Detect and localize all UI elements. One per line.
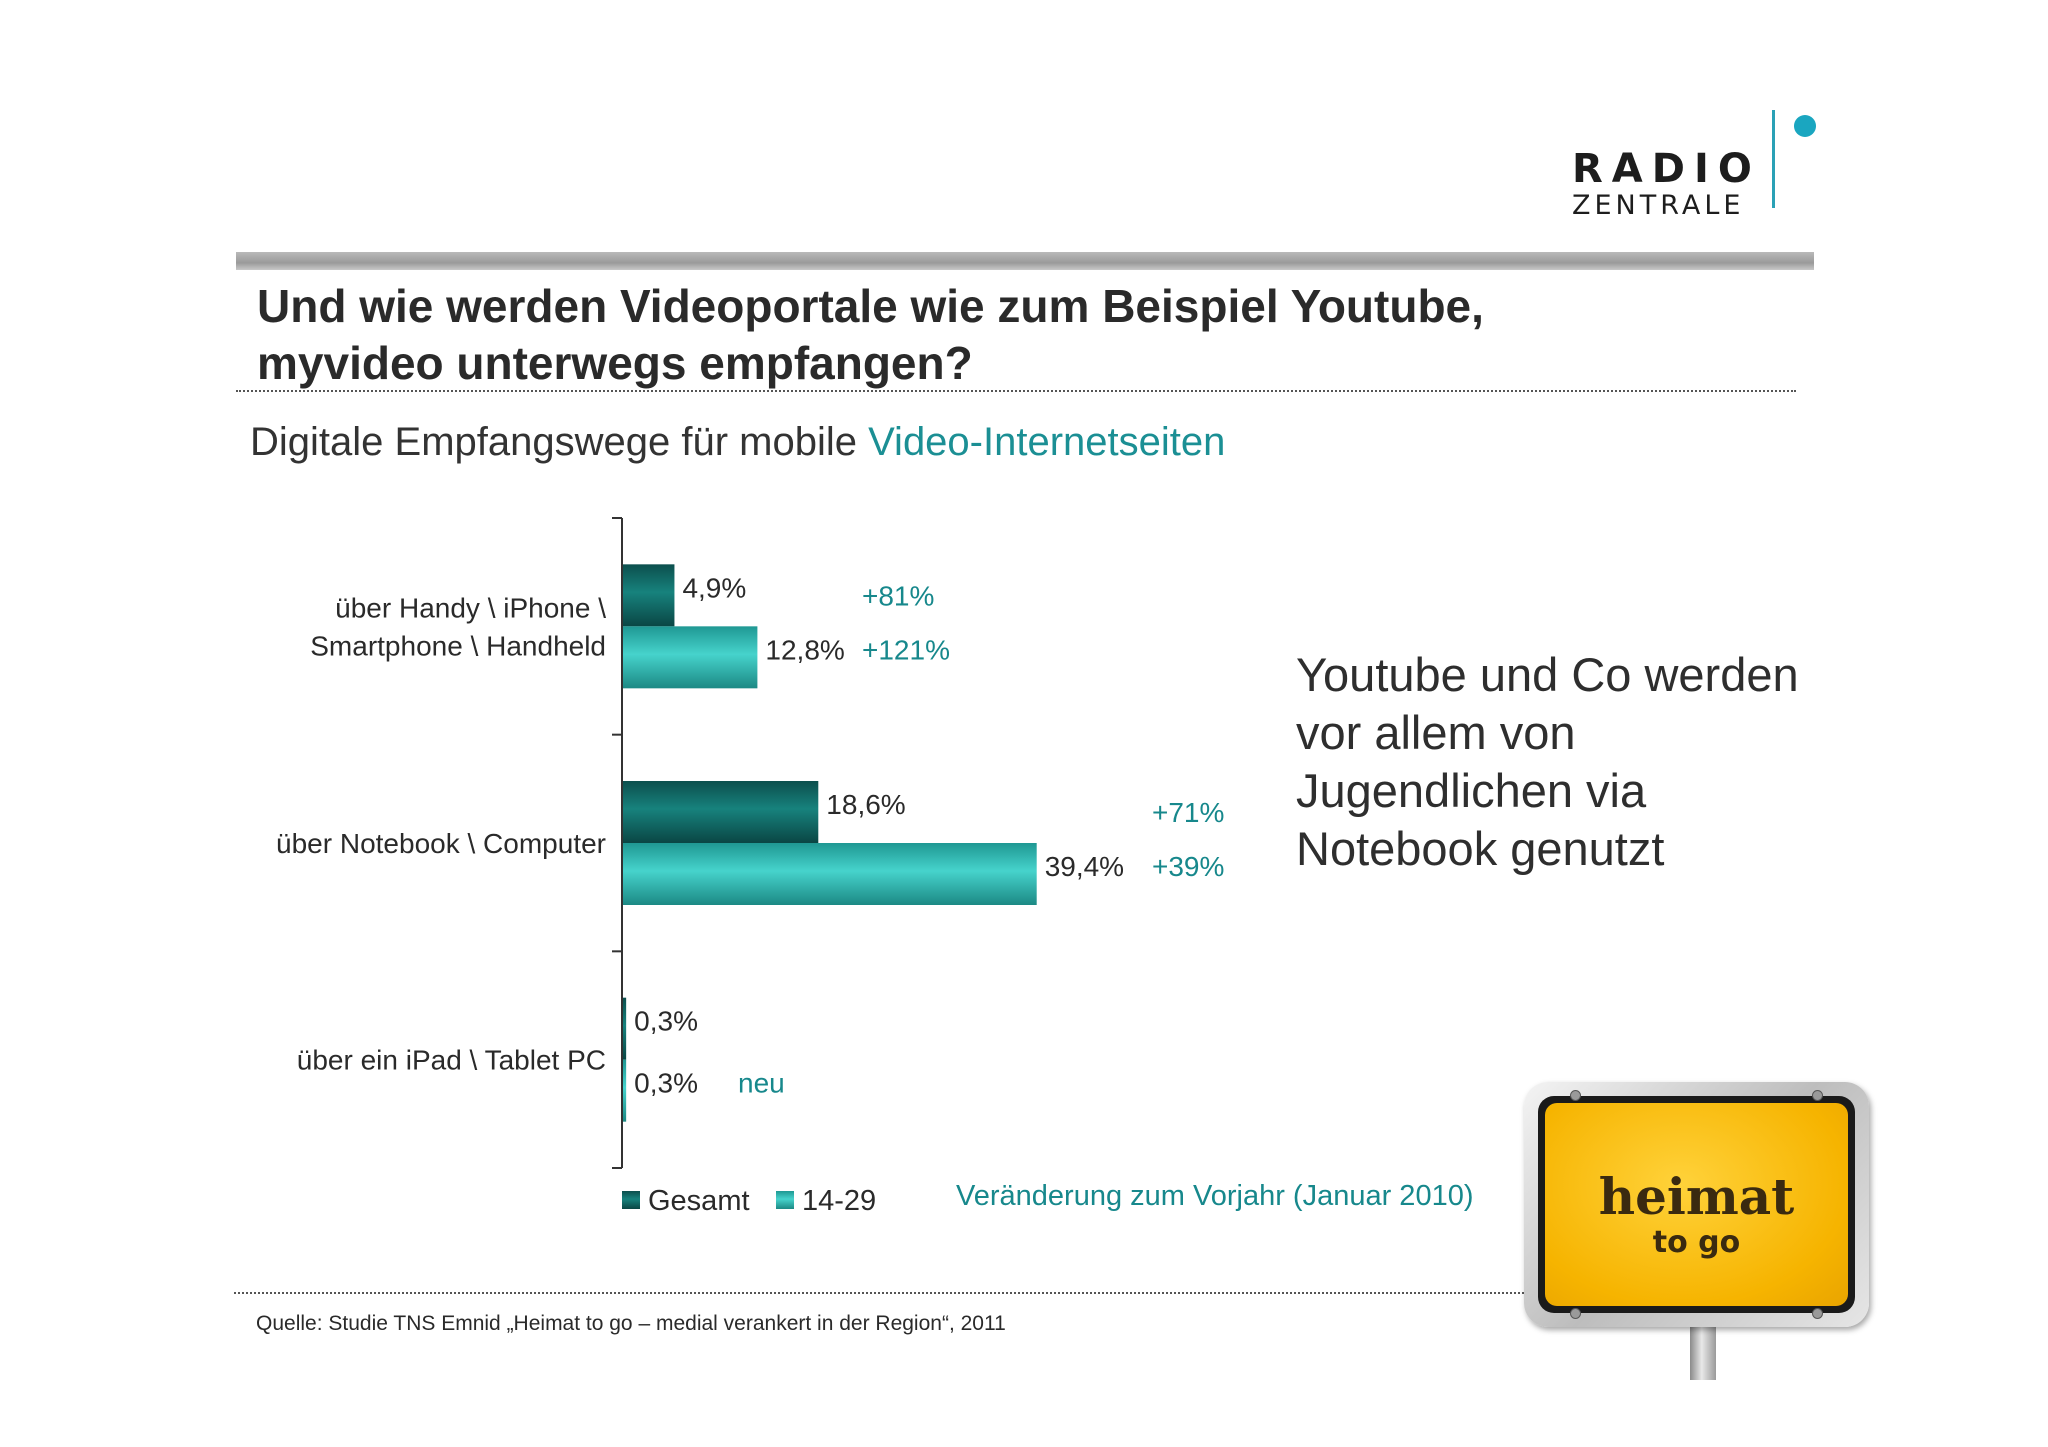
change-label: +81% <box>862 580 934 611</box>
title-divider <box>236 390 1796 392</box>
sign-text-to-go: to go <box>1652 1225 1741 1260</box>
logo-bar <box>1772 110 1775 208</box>
sign-plate: heimat to go <box>1524 1082 1869 1327</box>
radio-zentrale-logo: RADIO ZENTRALE <box>1568 108 1828 221</box>
slide-title: Und wie werden Videoportale wie zum Beis… <box>257 278 1757 392</box>
value-label: 0,3% <box>634 1006 698 1037</box>
subtitle-highlight: Video-Internetseiten <box>868 420 1226 464</box>
change-note: Veränderung zum Vorjahr (Januar 2010) <box>956 1180 1473 1212</box>
legend-label: Gesamt <box>648 1185 750 1217</box>
change-label: +71% <box>1152 797 1224 828</box>
value-label: 4,9% <box>682 572 746 603</box>
title-line-1: Und wie werden Videoportale wie zum Beis… <box>257 280 1484 332</box>
category-label: über Notebook \ Computer <box>276 828 606 859</box>
subtitle-prefix: Digitale Empfangswege für mobile <box>250 420 869 464</box>
legend-swatch <box>776 1191 794 1209</box>
sign-face: heimat to go <box>1538 1096 1855 1313</box>
category-label-line: über Notebook \ Computer <box>276 828 606 859</box>
sign-bolt-top-left <box>1570 1090 1581 1101</box>
header-bar <box>236 252 1814 270</box>
logo-dot <box>1794 115 1816 137</box>
logo-radio-text: RADIO <box>1572 146 1761 192</box>
sign-text-heimat: heimat <box>1598 1167 1795 1226</box>
category-label-line: Smartphone \ Handheld <box>310 630 606 661</box>
sign-bolt-bottom-right <box>1812 1308 1823 1319</box>
category-label-line: über ein iPad \ Tablet PC <box>297 1045 606 1076</box>
change-label: neu <box>738 1068 785 1099</box>
callout-line-1: Youtube und Co werden <box>1296 648 1799 701</box>
logo-zentrale-text: ZENTRALE <box>1572 190 1745 221</box>
legend-label: 14-29 <box>802 1185 876 1217</box>
category-label-line: über Handy \ iPhone \ <box>335 592 606 623</box>
value-label: 12,8% <box>765 634 844 665</box>
value-label: 39,4% <box>1045 851 1124 882</box>
sign-yellow-panel: heimat to go <box>1545 1103 1848 1306</box>
footer-divider <box>234 1292 1524 1294</box>
bar-gesamt <box>623 997 627 1060</box>
change-label: +121% <box>862 634 950 665</box>
heimat-to-go-sign: heimat to go <box>1522 1080 1877 1380</box>
callout-line-4: Notebook genutzt <box>1296 822 1665 875</box>
callout-line-3: Jugendlichen via <box>1296 764 1647 817</box>
category-label: über ein iPad \ Tablet PC <box>297 1045 606 1076</box>
bar-gesamt <box>623 564 675 627</box>
value-label: 0,3% <box>634 1068 698 1099</box>
bar-14-29 <box>623 843 1037 905</box>
sign-bolt-bottom-left <box>1570 1308 1581 1319</box>
callout-line-2: vor allem von <box>1296 706 1576 759</box>
slide-subtitle: Digitale Empfangswege für mobile Video-I… <box>250 420 1225 465</box>
callout-text: Youtube und Co werden vor allem von Juge… <box>1296 646 1856 878</box>
bar-14-29 <box>623 1059 627 1122</box>
category-label: über Handy \ iPhone \ Smartphone \ Handhe… <box>310 592 606 661</box>
bar-14-29 <box>623 626 758 689</box>
title-line-2: myvideo unterwegs empfangen? <box>257 337 973 389</box>
legend-swatch <box>622 1191 640 1209</box>
source-note: Quelle: Studie TNS Emnid „Heimat to go –… <box>256 1312 1006 1335</box>
bar-gesamt <box>623 781 819 843</box>
change-label: +39% <box>1152 851 1224 882</box>
sign-bolt-top-right <box>1812 1090 1823 1101</box>
value-label: 18,6% <box>826 789 905 820</box>
